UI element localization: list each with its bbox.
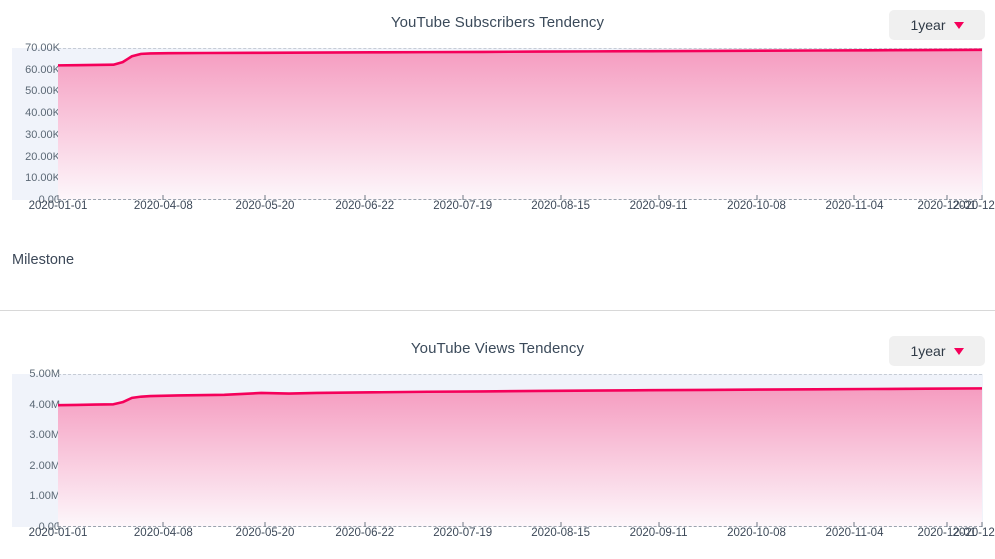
x-axis-tick-mark: [364, 195, 366, 200]
x-axis-tick-label: 2020-10-08: [727, 527, 786, 539]
x-axis-tick-mark: [560, 522, 562, 527]
x-axis-tick-label: 2020-12-28: [952, 527, 995, 539]
x-axis-tick-label: 2020-07-19: [433, 527, 493, 539]
x-axis-tick-label: 2020-09-11: [629, 527, 688, 539]
x-axis-tick-label: 2020-06-22: [335, 200, 395, 212]
x-axis-tick-mark: [162, 522, 164, 527]
y-axis-tick-label: 40.00K: [25, 107, 60, 120]
x-axis-tick-mark: [853, 522, 855, 527]
views-plot: [58, 374, 982, 527]
y-axis-tick-label: 2.00M: [29, 459, 60, 472]
views-chart-header: YouTube Views Tendency 1year: [0, 326, 995, 374]
x-axis-tick-mark: [57, 522, 59, 527]
chevron-down-icon: [953, 347, 964, 355]
range-select-label: 1year: [910, 343, 946, 359]
x-axis-tick-label: 2020-12-01: [917, 527, 977, 539]
y-axis-tick-label: 5.00M: [29, 368, 60, 380]
gridline: [58, 48, 982, 49]
x-axis-tick-mark: [364, 522, 366, 527]
x-axis-tick-label: 2020-05-20: [235, 527, 295, 539]
x-axis-tick-mark: [264, 195, 266, 200]
x-axis-tick-mark: [560, 195, 562, 200]
x-axis-tick-mark: [756, 522, 758, 527]
page-title: YouTube Subscribers Tendency: [390, 14, 605, 31]
x-axis-tick-mark: [946, 522, 948, 527]
x-axis-tick-mark: [658, 195, 660, 200]
x-axis-tick-label: 2020-11-04: [825, 527, 884, 539]
x-axis-tick-mark: [981, 522, 983, 527]
subscribers-chart-plot-area: 70.00K 60.00K 50.00K 40.00K 30.00K 20.00K 10.0…: [12, 42, 983, 206]
x-axis-tick-label: 2020-06-22: [335, 527, 395, 539]
views-chart-title: YouTube Views Tendency: [410, 340, 585, 357]
series-line: [58, 50, 982, 66]
x-axis-tick-mark: [57, 195, 59, 200]
y-axis-tick-label: 70.00K: [25, 42, 60, 54]
x-axis-tick-label: 2020-08-15: [531, 200, 591, 212]
y-axis-tick-label: 50.00K: [25, 85, 60, 98]
x-axis-tick-label: 2020-09-11: [629, 200, 688, 212]
x-axis-tick-mark: [658, 522, 660, 527]
views-chart-panel: YouTube Views Tendency 1year 5.00M 4.00M 3…: [0, 326, 995, 549]
milestone-label: Milestone: [12, 252, 75, 268]
gridline: [58, 374, 982, 375]
x-axis-tick-mark: [462, 195, 464, 200]
x-axis-tick-label: 2020-07-19: [433, 200, 493, 212]
x-axis-tick-label: 2020-04-08: [133, 200, 193, 212]
x-axis-tick-mark: [162, 195, 164, 200]
views-chart-plot-area: 5.00M 4.00M 3.00M 2.00M 1.00M 0.00: [12, 368, 983, 533]
x-axis-tick-label: 2020-08-15: [531, 527, 591, 539]
x-axis-tick-label: 2020-01-01: [28, 527, 88, 539]
x-axis-tick-mark: [462, 522, 464, 527]
y-axis-tick-label: 30.00K: [25, 128, 60, 141]
y-axis-tick-label: 60.00K: [25, 63, 60, 76]
section-divider: [0, 310, 995, 311]
y-axis-tick-label: 20.00K: [25, 150, 60, 163]
y-axis-tick-label: 0.00: [38, 194, 60, 206]
y-axis-tick-label: 1.00M: [29, 490, 60, 503]
range-select-label: 1year: [910, 17, 946, 33]
x-axis-tick-label: 2020-12-01: [917, 200, 977, 212]
y-axis-tick-label: 3.00M: [29, 429, 60, 442]
y-axis-tick-label: 4.00M: [29, 398, 60, 411]
area-fill: [58, 49, 982, 200]
views-axis-line: [58, 526, 982, 527]
chevron-down-icon: [953, 21, 964, 29]
x-axis-tick-label: 2020-11-04: [825, 200, 884, 212]
subscribers-area-series: [58, 48, 982, 200]
views-area-series: [58, 374, 982, 527]
x-axis-tick-mark: [264, 522, 266, 527]
subscribers-plot: [58, 48, 982, 200]
views-y-axis: 5.00M 4.00M 3.00M 2.00M 1.00M 0.00: [12, 368, 64, 533]
subscribers-x-axis: 2020-01-01 2020-04-08 2020-05-20 2020-06-22…: [12, 195, 995, 222]
x-axis-tick-label: 2020-05-20: [235, 200, 295, 212]
x-axis-tick-label: 2020-10-08: [727, 200, 786, 212]
series-line: [58, 388, 982, 405]
x-axis-tick-label: 2020-12-28: [952, 200, 995, 212]
range-select-views[interactable]: 1year: [889, 336, 985, 366]
x-axis-tick-mark: [946, 195, 948, 200]
subscribers-chart-panel: YouTube Subscribers Tendency 1year 70.00…: [0, 0, 995, 222]
x-axis-tick-mark: [981, 195, 983, 200]
x-axis-tick-label: 2020-04-08: [133, 527, 193, 539]
subscribers-axis-line: [58, 199, 982, 200]
views-x-axis: 2020-01-01 2020-04-08 2020-05-20 2020-06-22…: [12, 522, 995, 549]
x-axis-tick-mark: [756, 195, 758, 200]
range-select-subscribers[interactable]: 1year: [889, 10, 985, 40]
x-axis-tick-label: 2020-01-01: [28, 200, 88, 212]
y-axis-tick-label: 10.00K: [25, 172, 60, 185]
area-fill: [58, 388, 982, 527]
y-axis-tick-label: 0.00: [38, 521, 60, 533]
subscribers-chart-header: YouTube Subscribers Tendency 1year: [0, 0, 995, 48]
x-axis-tick-mark: [853, 195, 855, 200]
subscribers-y-axis: 70.00K 60.00K 50.00K 40.00K 30.00K 20.00K 10.0…: [12, 42, 64, 206]
